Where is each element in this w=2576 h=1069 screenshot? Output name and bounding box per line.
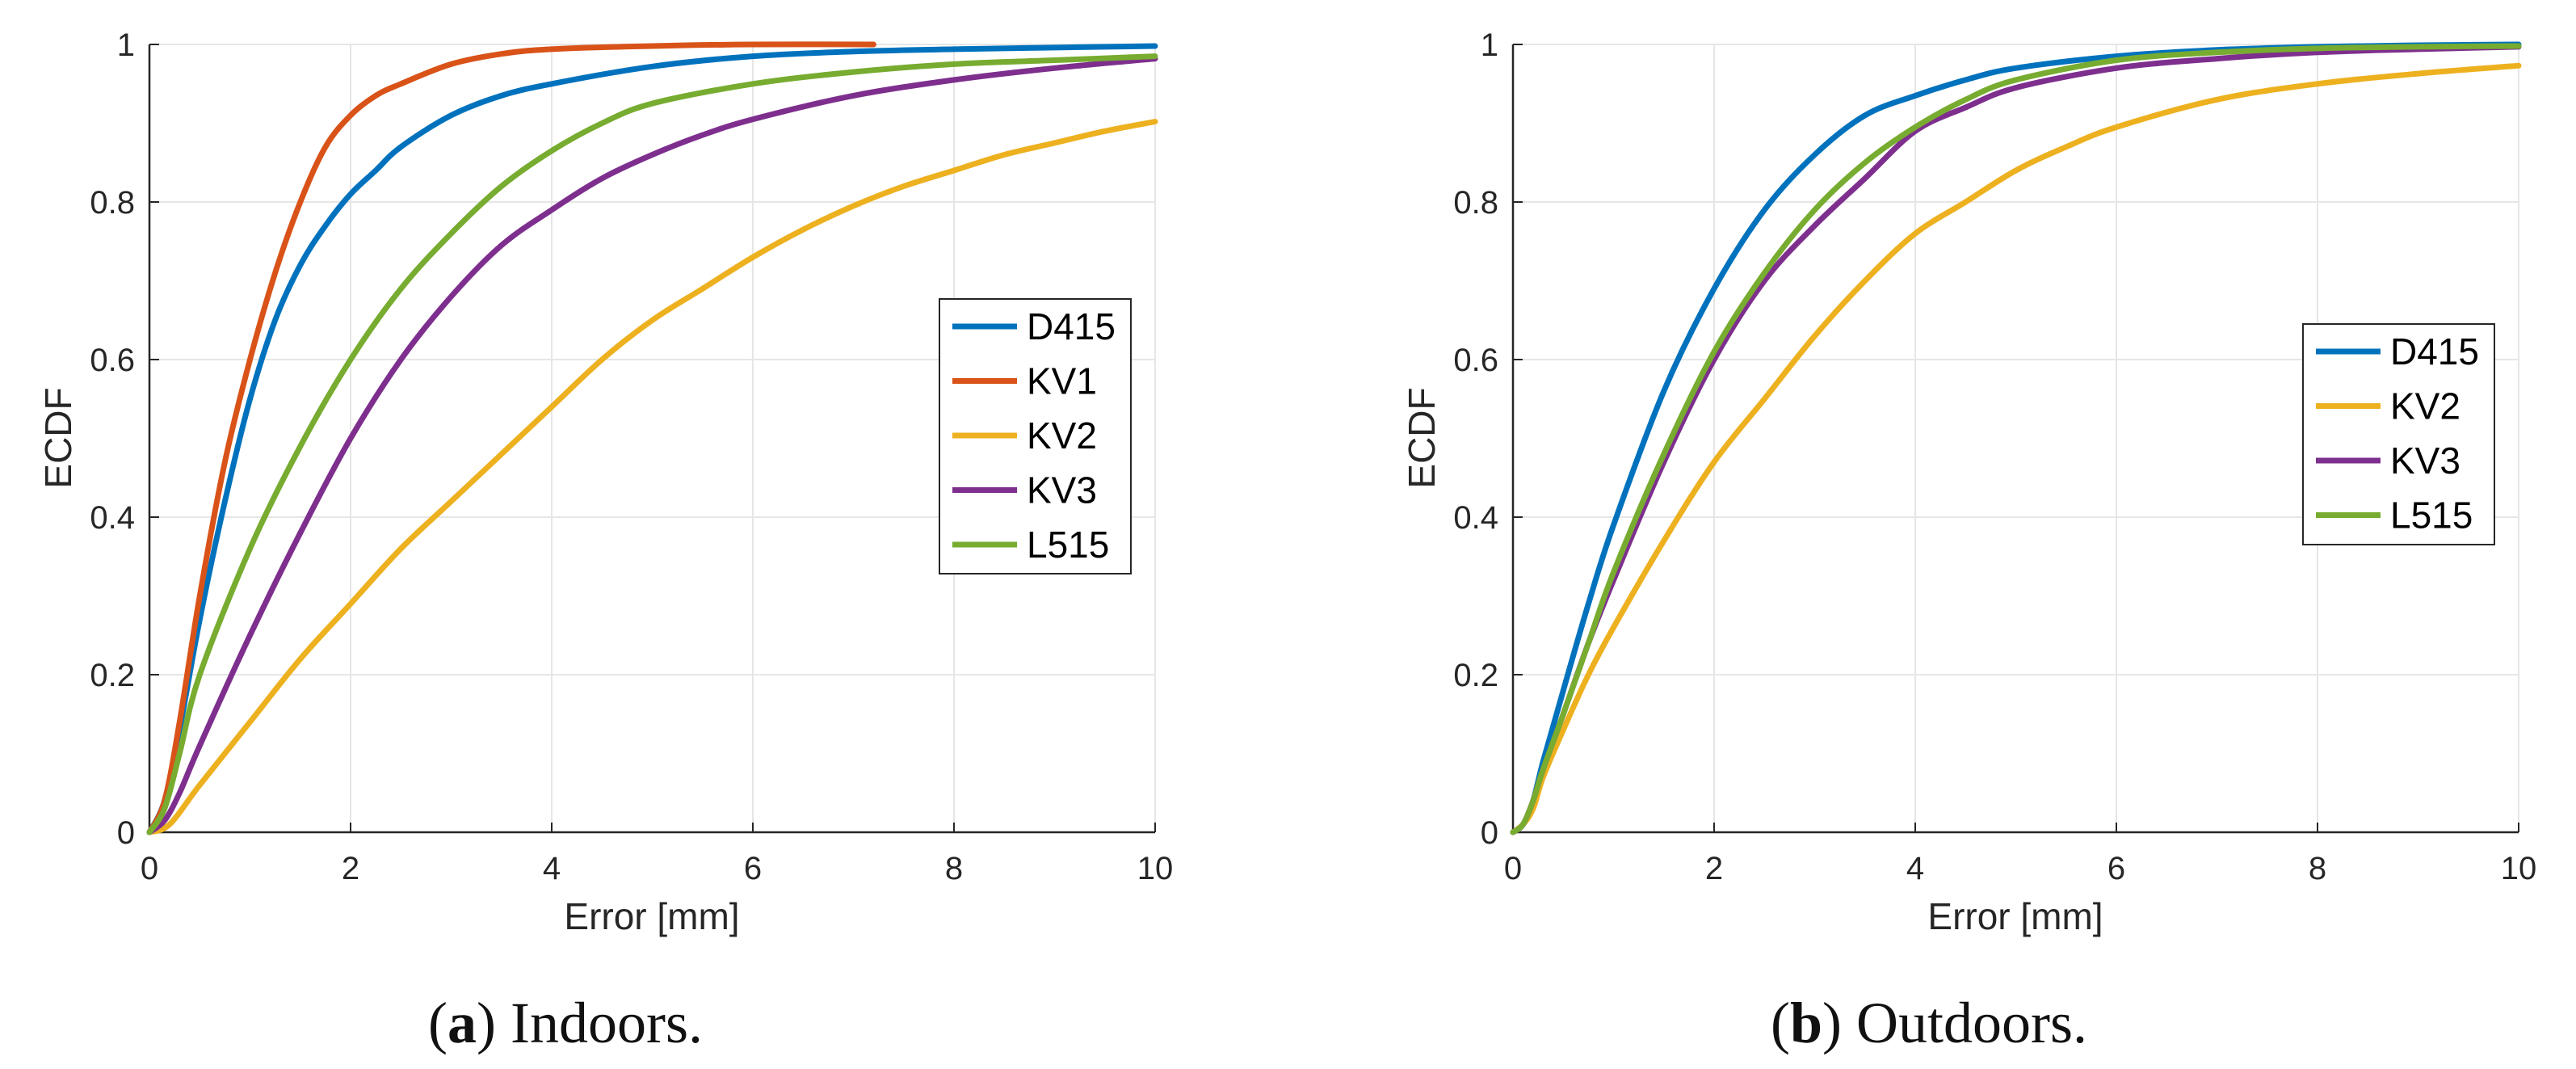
y-tick-label: 0	[117, 815, 135, 851]
y-axis-label-outdoors: ECDF	[1401, 387, 1443, 488]
tick-labels-indoors: 0 2 4 6 8 10 0 0.2 0.4 0.6 0.8 1	[90, 27, 1173, 886]
x-tick-label: 6	[2107, 851, 2125, 886]
x-tick-label: 6	[744, 851, 762, 886]
x-tick-label: 10	[2501, 851, 2537, 886]
y-tick-label: 0	[1481, 815, 1498, 851]
y-tick-label: 1	[1481, 27, 1498, 63]
y-tick-label: 0.8	[1453, 185, 1498, 221]
legend-label-kv2: KV2	[1027, 415, 1097, 457]
panel-indoors: 0 2 4 6 8 10 0 0.2 0.4 0.6 0.8 1 Error [mm] ECDF D4…	[37, 27, 1173, 1055]
x-tick-label: 8	[945, 851, 963, 886]
series-line-kv2-outdoors	[1510, 62, 2522, 835]
axes-indoors	[148, 44, 1156, 834]
tick-labels-outdoors: 0 2 4 6 8 10 0 0.2 0.4 0.6 0.8 1	[1453, 27, 2536, 886]
x-tick-label: 4	[543, 851, 561, 886]
x-tick-label: 0	[1504, 851, 1522, 886]
y-tick-label: 0.6	[90, 343, 135, 378]
x-tick-label: 4	[1906, 851, 1924, 886]
legend-label-kv1: KV1	[1027, 360, 1097, 402]
x-tick-label: 2	[342, 851, 359, 886]
y-tick-label: 0.4	[1453, 500, 1498, 536]
x-tick-label: 0	[141, 851, 158, 886]
y-axis-label-indoors: ECDF	[37, 387, 79, 488]
x-axis-label-indoors: Error [mm]	[564, 895, 739, 937]
series-line-kv1-indoors	[146, 41, 876, 835]
series-line-l515-indoors	[146, 53, 1158, 835]
y-tick-label: 0.4	[90, 500, 135, 536]
caption-letter-indoors: a	[448, 991, 477, 1055]
legend-label-l515: L515	[1027, 524, 1109, 566]
legend-outdoors: D415 KV2 KV3 L515	[2302, 323, 2495, 545]
series-outdoors	[1510, 41, 2522, 835]
legend-label-d415: D415	[1027, 305, 1116, 347]
legend-box-outdoors	[2302, 323, 2495, 545]
legend-indoors: D415 KV1 KV2 KV3 L515	[939, 298, 1132, 574]
series-line-kv2-indoors	[146, 119, 1158, 835]
caption-text-outdoors: Outdoors.	[1856, 991, 2087, 1055]
caption-text-indoors: Indoors.	[511, 991, 703, 1055]
series-line-kv3-indoors	[146, 56, 1158, 835]
panel-outdoors: 0 2 4 6 8 10 0 0.2 0.4 0.6 0.8 1 Error [mm] ECDF D4…	[1401, 27, 2536, 1055]
y-tick-label: 0.2	[1453, 658, 1498, 693]
x-tick-label: 8	[2309, 851, 2326, 886]
legend-label-d415: D415	[2390, 330, 2479, 372]
y-tick-label: 1	[117, 27, 135, 63]
caption-letter-outdoors: b	[1790, 991, 1822, 1055]
x-tick-label: 10	[1137, 851, 1174, 886]
legend-label-l515: L515	[2390, 495, 2473, 537]
series-line-l515-outdoors	[1510, 43, 2522, 835]
series-line-d415-indoors	[146, 43, 1158, 835]
x-axis-label-outdoors: Error [mm]	[1927, 895, 2103, 937]
legend-label-kv3: KV3	[2390, 440, 2460, 482]
y-tick-label: 0.6	[1453, 343, 1498, 378]
y-tick-label: 0.2	[90, 658, 135, 693]
axes-outdoors	[1511, 44, 2519, 834]
series-indoors	[146, 41, 1158, 835]
legend-label-kv3: KV3	[1027, 469, 1097, 511]
legend-label-kv2: KV2	[2390, 385, 2460, 427]
y-tick-label: 0.8	[90, 185, 135, 221]
x-tick-label: 2	[1705, 851, 1723, 886]
caption-indoors: (a) Indoors.	[428, 991, 703, 1055]
caption-outdoors: (b) Outdoors.	[1771, 991, 2087, 1055]
